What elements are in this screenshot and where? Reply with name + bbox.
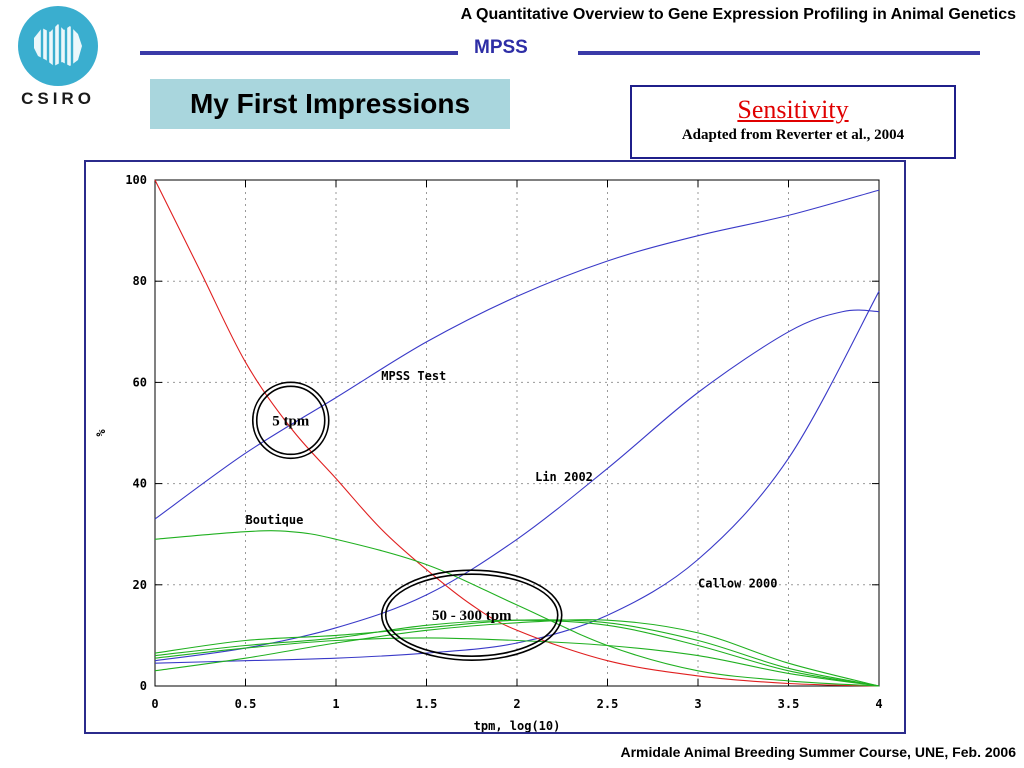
chart-annotations: 5 tpm 50 - 300 tpm <box>251 381 563 661</box>
section-title: MPSS <box>474 37 528 58</box>
annotation-50-300-tpm-outer-ring <box>380 569 563 661</box>
y-axis-label: % <box>94 429 108 437</box>
chart-grid <box>155 180 879 686</box>
series-line-unnamed-8 <box>154 619 880 687</box>
x-tick-label: 3 <box>694 697 701 711</box>
series-line-unnamed-7 <box>154 619 880 687</box>
source-subtitle: Adapted from Reverter et al., 2004 <box>681 127 905 143</box>
annotation-5-tpm-outer-ring <box>251 381 330 460</box>
y-tick-label: 100 <box>125 173 147 187</box>
x-tick-label: 3.5 <box>778 697 800 711</box>
series-label-callow-2000: Callow 2000 <box>698 576 777 590</box>
series-line-mpss-test <box>154 189 880 520</box>
chart-series-labels: MPSS Test Lin 2002 Callow 2000 Boutique <box>246 369 778 590</box>
x-tick-label: 0.5 <box>235 697 257 711</box>
x-tick-label: 1.5 <box>416 697 438 711</box>
y-tick-label: 80 <box>133 274 147 288</box>
logo-text: CSIRO <box>21 89 95 108</box>
annotation-5-tpm-inner-ring <box>255 385 326 456</box>
annotation-50-300-tpm-label: 50 - 300 tpm <box>432 608 512 624</box>
series-label-lin-2002: Lin 2002 <box>535 470 593 484</box>
logo-map-icon <box>34 24 82 66</box>
x-tick-label: 1 <box>332 697 339 711</box>
series-line-unnamed-3 <box>154 179 880 687</box>
series-line-boutique <box>154 530 880 687</box>
slide-title-banner: My First Impressions <box>150 79 510 129</box>
source-title: Sensitivity <box>737 95 849 124</box>
section-line-left <box>140 51 458 55</box>
y-tick-label: 60 <box>133 375 147 389</box>
header-title: A Quantitative Overview to Gene Expressi… <box>460 6 1016 23</box>
series-line-unnamed-5 <box>154 619 880 687</box>
x-tick-label: 4 <box>875 697 882 711</box>
footer-text: Armidale Animal Breeding Summer Course, … <box>620 744 1017 760</box>
x-tick-label: 2.5 <box>597 697 619 711</box>
y-tick-label: 0 <box>140 679 147 693</box>
y-tick-label: 40 <box>133 477 147 491</box>
series-label-mpss-test: MPSS Test <box>381 369 446 383</box>
chart-series <box>154 179 880 687</box>
x-tick-label: 0 <box>151 697 158 711</box>
y-tick-label: 20 <box>133 578 147 592</box>
x-axis-label: tpm, log(10) <box>474 719 561 732</box>
slide-title: My First Impressions <box>189 88 471 119</box>
csiro-logo: CSIRO <box>18 6 98 108</box>
series-line-lin-2002 <box>154 309 880 662</box>
source-box: Sensitivity Adapted from Reverter et al.… <box>630 85 956 159</box>
series-line-unnamed-6 <box>154 637 880 687</box>
series-label-boutique: Boutique <box>246 513 304 527</box>
section-line-right <box>578 51 980 55</box>
x-tick-label: 2 <box>513 697 520 711</box>
annotation-5-tpm-label: 5 tpm <box>272 413 310 429</box>
series-line-callow-2000 <box>154 291 880 664</box>
chart-frame: 0 0.5 1 1.5 2 2.5 3 3.5 4 0 20 40 60 80 100 tpm, log(10… <box>84 160 906 734</box>
annotation-50-300-tpm-inner-ring <box>384 573 559 657</box>
